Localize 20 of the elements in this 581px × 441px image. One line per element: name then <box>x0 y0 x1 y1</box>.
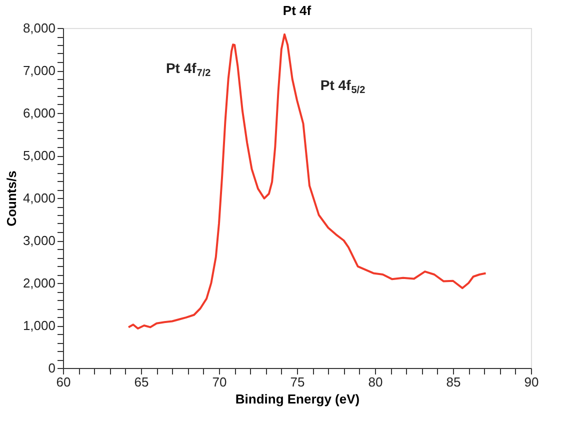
y-tick-label: 7,000 <box>22 63 56 78</box>
y-tick-label: 1,000 <box>22 318 56 333</box>
y-tick-label: 6,000 <box>22 106 56 120</box>
y-tick-label: 3,000 <box>22 233 56 248</box>
line-series <box>128 33 487 330</box>
y-tick-label: 0 <box>48 360 56 376</box>
x-tick-label: 70 <box>212 374 227 390</box>
x-axis-title: Binding Energy (eV) <box>235 392 360 406</box>
x-tick-label: 85 <box>446 374 461 390</box>
x-tick-label: 75 <box>290 374 305 390</box>
y-tick-label: 5,000 <box>22 148 56 163</box>
x-tick-label: 60 <box>56 374 71 390</box>
chart-title: Pt 4f <box>282 3 312 18</box>
y-axis-title: Counts/s <box>4 170 19 226</box>
y-tick-label: 8,000 <box>22 20 56 36</box>
y-tick-label: 2,000 <box>22 276 56 290</box>
y-tick-label: 4,000 <box>22 190 56 206</box>
x-tick-label: 90 <box>524 374 539 390</box>
x-tick-label: 80 <box>368 374 383 390</box>
x-tick-label: 65 <box>134 374 149 390</box>
